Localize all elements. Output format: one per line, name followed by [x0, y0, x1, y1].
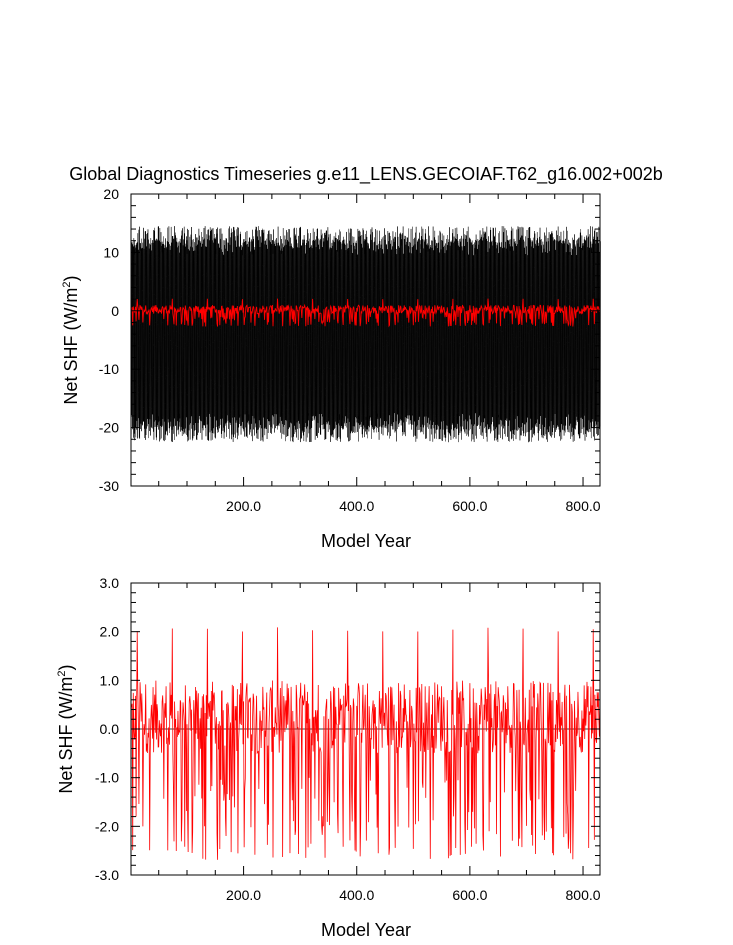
bottom-y-tick-label: -3.0: [95, 867, 119, 883]
bottom-x-tick-label: 200.0: [226, 887, 261, 903]
top-x-tick-label: 200.0: [226, 498, 261, 514]
bottom-x-tick-label: 600.0: [452, 887, 487, 903]
bottom-y-tick-label: 3.0: [100, 575, 120, 591]
bottom-y-tick-label: -1.0: [95, 770, 119, 786]
chart-title: Global Diagnostics Timeseries g.e11_LENS…: [69, 164, 663, 185]
top-x-tick-label: 400.0: [339, 498, 374, 514]
bottom-x-axis-label: Model Year: [321, 920, 411, 940]
bottom-y-tick-label: 2.0: [100, 624, 120, 640]
top-plot-tick-labels: 200.0 400.0 600.0 800.0 -30 -20 -10 0 10 20: [99, 186, 601, 514]
top-y-tick-label: -10: [99, 361, 119, 377]
bottom-y-tick-label: -2.0: [95, 818, 119, 834]
top-y-tick-label: 0: [111, 303, 119, 319]
top-x-tick-label: 600.0: [452, 498, 487, 514]
top-y-tick-label: 20: [103, 186, 119, 202]
bottom-series-annual-line: [130, 627, 601, 860]
bottom-plot-series: [130, 627, 601, 860]
bottom-y-tick-label: 0.0: [100, 721, 120, 737]
top-x-tick-label: 800.0: [566, 498, 601, 514]
top-series-annual-line: [130, 298, 601, 328]
top-y-tick-label: -20: [99, 420, 119, 436]
bottom-y-tick-label: 1.0: [100, 672, 120, 688]
top-x-axis-label: Model Year: [321, 531, 411, 551]
top-plot-ticks: [131, 193, 600, 487]
bottom-x-tick-label: 800.0: [566, 887, 601, 903]
top-y-tick-label: -30: [99, 478, 119, 494]
top-plot-frame: [130, 193, 601, 487]
bottom-y-axis-label: Net SHF (W/m2): [56, 664, 76, 793]
bottom-plot-tick-labels: 200.0 400.0 600.0 800.0 -3.0 -2.0 -1.0 0.0 1.0 2.…: [95, 575, 601, 903]
bottom-plot-panel: 200.0 400.0 600.0 800.0 -3.0 -2.0 -1.0 0.0 1.0 2.…: [56, 575, 601, 940]
bottom-x-tick-label: 400.0: [339, 887, 374, 903]
top-series-monthly-line: [130, 226, 601, 443]
top-y-axis-label: Net SHF (W/m2): [61, 275, 81, 404]
top-y-tick-label: 10: [103, 244, 119, 260]
top-plot-series: [130, 226, 601, 443]
top-plot-panel: 200.0 400.0 600.0 800.0 -30 -20 -10 0 10 20 Model…: [61, 186, 601, 551]
bottom-plot-ticks: [131, 582, 600, 876]
